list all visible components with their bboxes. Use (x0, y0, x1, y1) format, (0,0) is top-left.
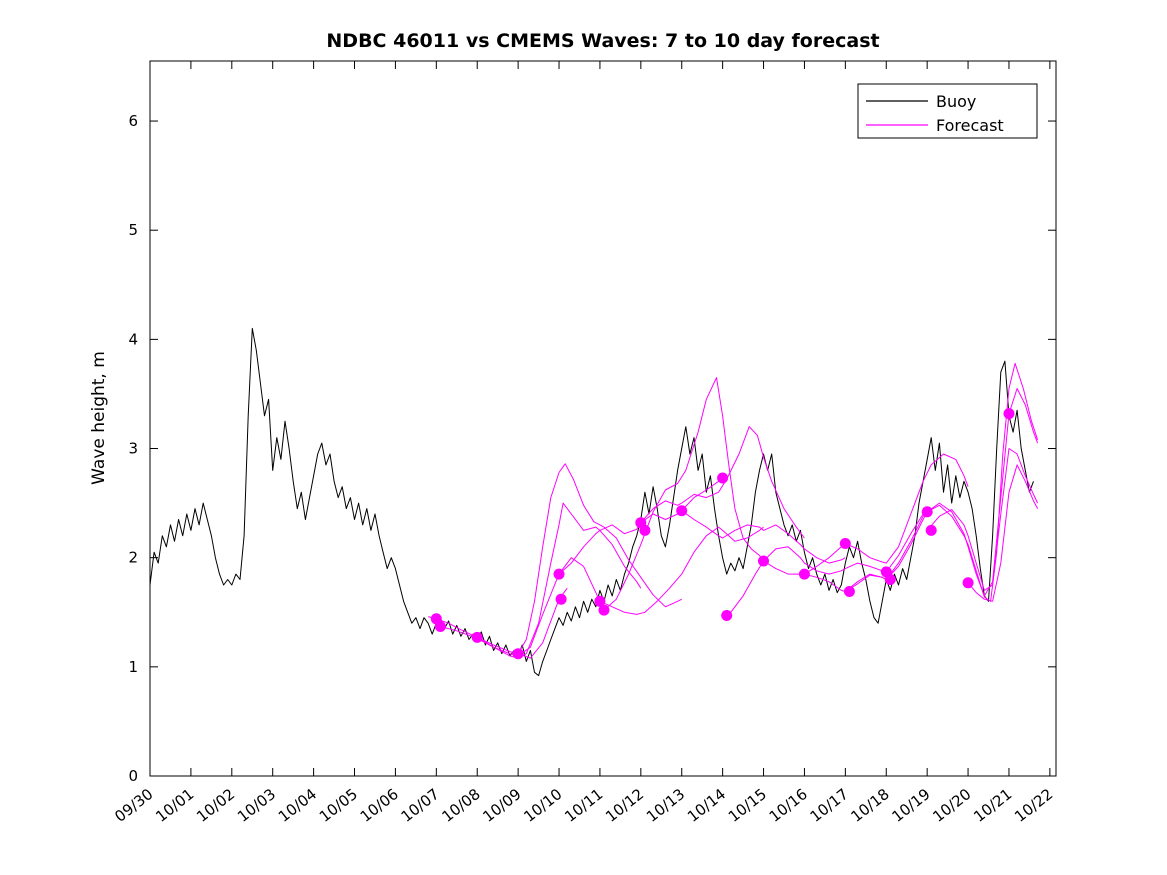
forecast-marker (594, 595, 606, 607)
forecast-line (603, 377, 764, 611)
plot-border (149, 60, 1057, 777)
legend-box (857, 83, 1038, 139)
forecast-line (517, 463, 682, 654)
forecast-marker (717, 472, 729, 484)
y-axis-tick-label: 5 (128, 221, 138, 239)
x-axis-tick-label: 10/09 (479, 785, 524, 826)
forecast-marker (512, 648, 524, 660)
x-axis-tick-label: 10/06 (357, 785, 402, 826)
x-axis-tick-label: 10/08 (439, 785, 484, 826)
y-axis-tick-label: 6 (128, 112, 138, 130)
forecast-line (440, 557, 609, 657)
y-axis-label: Wave height, m (89, 351, 109, 485)
forecast-marker (1003, 408, 1015, 420)
forecast-marker (962, 577, 974, 589)
x-axis-tick-label: 10/02 (193, 785, 238, 826)
x-axis-tick-label: 10/21 (970, 785, 1015, 826)
x-axis-tick-label: 10/05 (316, 785, 361, 826)
forecast-line (845, 388, 1039, 597)
x-axis-tick-label: 09/30 (111, 785, 156, 826)
forecast-marker (839, 538, 851, 549)
legend-label-forecast: Forecast (936, 116, 1004, 135)
x-axis-tick-label: 10/12 (602, 785, 647, 826)
forecast-line (722, 546, 887, 616)
y-axis-tick-label: 1 (128, 658, 138, 676)
y-axis-tick-label: 2 (128, 549, 138, 567)
forecast-marker (598, 604, 610, 616)
forecast-line (681, 510, 846, 564)
x-axis-tick-label: 10/22 (1011, 785, 1056, 826)
forecast-marker (721, 610, 733, 621)
forecast-marker (434, 621, 446, 632)
buoy-line (149, 327, 1034, 677)
legend: Buoy Forecast (857, 83, 1038, 139)
x-axis-tick-label: 10/07 (398, 785, 443, 826)
forecast-marker (921, 506, 933, 518)
legend-label-buoy: Buoy (936, 92, 976, 111)
forecast-marker (925, 524, 937, 536)
x-axis-tick-label: 10/01 (152, 785, 197, 826)
x-axis-tick-label: 10/11 (561, 785, 606, 826)
x-axis-tick-label: 10/10 (520, 785, 565, 826)
plot-area: 012345609/3010/0110/0210/0310/0410/0510/… (111, 60, 1057, 826)
x-axis-tick-label: 10/13 (643, 785, 688, 826)
forecast-line (427, 587, 568, 659)
x-axis-tick-label: 10/16 (766, 785, 811, 826)
forecast-marker (676, 505, 688, 517)
chart-title: NDBC 46011 vs CMEMS Waves: 7 to 10 day f… (326, 30, 879, 52)
forecast-marker (884, 574, 896, 585)
y-axis-tick-label: 4 (128, 330, 138, 348)
forecast-line (804, 453, 969, 575)
x-axis-tick-label: 10/04 (275, 785, 320, 826)
x-axis-tick-label: 10/17 (807, 785, 852, 826)
forecast-marker (555, 593, 567, 605)
forecast-marker (843, 586, 855, 597)
x-axis-tick-label: 10/14 (684, 785, 729, 826)
y-axis-tick-label: 3 (128, 440, 138, 458)
forecast-marker (553, 568, 565, 580)
forecast-line (967, 464, 1039, 602)
x-axis-tick-label: 10/03 (234, 785, 279, 826)
x-axis-tick-label: 10/18 (848, 785, 893, 826)
forecast-line (926, 448, 1039, 591)
x-axis-tick-label: 10/19 (888, 785, 933, 826)
y-axis-tick-label: 0 (128, 767, 138, 785)
x-axis-tick-label: 10/20 (929, 785, 974, 826)
forecast-marker (798, 568, 810, 580)
forecast-line (599, 526, 764, 615)
forecast-line (763, 511, 928, 592)
x-axis-tick-label: 10/15 (725, 785, 770, 826)
forecast-marker (471, 631, 483, 643)
forecast-marker (758, 555, 769, 567)
forecast-marker (639, 524, 651, 536)
